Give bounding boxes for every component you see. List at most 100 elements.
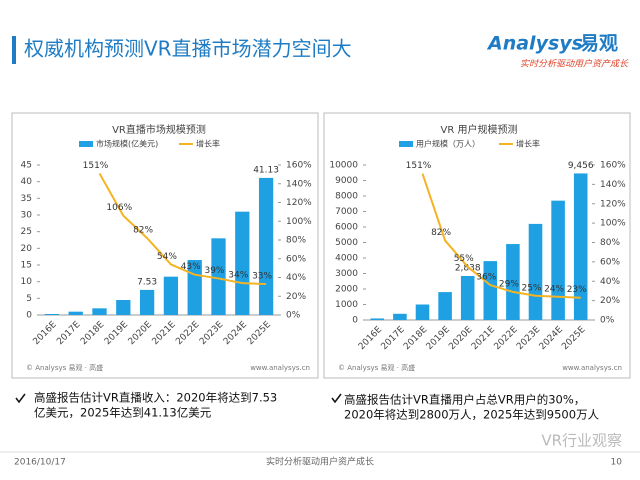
y-tick-label: 30 (21, 211, 33, 221)
data-label: 25% (521, 283, 541, 293)
legend-swatch (399, 141, 413, 147)
chart-frame (11, 112, 319, 379)
x-tick-label: 2018E (402, 325, 430, 353)
data-label: 55% (454, 254, 474, 264)
watermark: VR行业观察 (541, 432, 622, 450)
y2-tick-label: 0% (286, 311, 301, 321)
note-line: 亿美元，2025年达到41.13亿美元 (34, 406, 212, 420)
x-tick-label: 2025E (560, 325, 588, 353)
bar (235, 211, 250, 315)
y-tick-label: 9000 (335, 176, 358, 186)
footer-center: 实时分析驱动用户资产成长 (266, 456, 374, 468)
source-label: © Analysys 易观 · 高盛 (26, 363, 103, 372)
y2-tick-label: 20% (286, 292, 306, 302)
bar (139, 289, 155, 315)
y-tick-label: 45 (21, 161, 32, 171)
x-tick-label: 2025E (246, 320, 274, 348)
y2-tick-label: 60% (286, 254, 306, 264)
data-label: 151% (83, 161, 109, 171)
title-accent (12, 36, 16, 64)
x-tick-label: 2024E (538, 325, 566, 353)
x-tick-label: 2019E (103, 320, 131, 348)
x-tick-label: 2019E (425, 325, 453, 353)
data-label: 7.53 (137, 277, 157, 287)
y-tick-label: 40 (21, 177, 33, 187)
data-label: 106% (106, 203, 132, 213)
y2-tick-label: 100% (600, 219, 626, 229)
y2-tick-label: 160% (286, 161, 312, 171)
chart-title: VR 用户规模预测 (441, 123, 518, 136)
bar (44, 314, 60, 315)
bar (460, 276, 475, 320)
page-number: 10 (611, 458, 623, 468)
y-tick-label: 10000 (329, 161, 358, 171)
x-tick-label: 2017E (379, 325, 407, 353)
note-line: 高盛报告估计VR直播用户占总VR用户的30%， (344, 393, 585, 407)
x-tick-label: 2024E (222, 320, 250, 348)
legend-label: 增长率 (516, 139, 540, 149)
data-label: 23% (567, 285, 587, 295)
data-label: 39% (204, 266, 224, 276)
logo-cn: 易观 (580, 33, 618, 55)
note-line: 高盛报告估计VR直播收入：2020年将达到7.53 (34, 391, 277, 405)
slide-title: 权威机构预测VR直播市场潜力空间大 (24, 37, 352, 61)
y-tick-label: 5000 (335, 238, 358, 248)
y2-tick-label: 160% (600, 161, 626, 171)
bar (68, 311, 83, 315)
y2-tick-label: 100% (286, 217, 312, 227)
growth-line (98, 172, 267, 286)
bar (506, 244, 520, 320)
y2-tick-label: 140% (286, 179, 312, 189)
data-label: 29% (499, 279, 519, 289)
data-label: 9,456 (568, 161, 594, 171)
y-tick-label: 7000 (335, 207, 358, 217)
legend-label: 增长率 (196, 139, 220, 149)
legend-swatch (79, 141, 93, 147)
bar (370, 318, 385, 320)
data-label: 54% (157, 252, 177, 262)
bar (116, 300, 131, 315)
y2-tick-label: 80% (286, 236, 306, 246)
y-tick-label: 2000 (335, 285, 358, 295)
bar (92, 308, 107, 315)
x-tick-label: 2022E (492, 325, 520, 353)
bar (211, 238, 226, 315)
x-tick-label: 2018E (79, 320, 107, 348)
y-tick-label: 35 (21, 194, 32, 204)
bar (528, 223, 543, 320)
data-label: 24% (544, 284, 564, 294)
bar (573, 173, 588, 320)
x-tick-label: 2023E (515, 325, 543, 353)
y-tick-label: 15 (21, 261, 32, 271)
data-label: 36% (476, 273, 496, 283)
y-tick-label: 6000 (335, 223, 358, 233)
y2-tick-label: 40% (286, 273, 306, 283)
x-tick-label: 2020E (127, 320, 155, 348)
x-tick-label: 2016E (357, 325, 385, 353)
site-label: www.analysys.cn (562, 364, 622, 372)
site-label: www.analysys.cn (250, 364, 310, 372)
y2-tick-label: 0% (600, 316, 615, 326)
check-icon (331, 393, 342, 404)
bar (393, 313, 407, 320)
y2-tick-label: 60% (600, 257, 620, 267)
data-label: 2,838 (455, 264, 481, 274)
y-tick-label: 25 (21, 227, 32, 237)
x-tick-label: 2021E (150, 320, 178, 348)
y-tick-label: 4000 (335, 254, 358, 264)
chart-title: VR直播市场规模预测 (112, 123, 206, 136)
bar (415, 304, 430, 320)
bar (258, 177, 274, 315)
data-label: 82% (431, 228, 451, 238)
x-tick-label: 2020E (447, 325, 475, 353)
legend-label: 市场规模(亿美元) (96, 139, 158, 149)
data-label: 82% (133, 226, 153, 236)
data-label: 33% (252, 272, 272, 282)
slogan: 实时分析驱动用户资产成长 (520, 59, 629, 70)
y-tick-label: 3000 (335, 269, 358, 279)
y-tick-label: 20 (21, 244, 33, 254)
y2-tick-label: 20% (600, 296, 620, 306)
y-tick-label: 0 (26, 311, 32, 321)
bar (551, 200, 565, 320)
